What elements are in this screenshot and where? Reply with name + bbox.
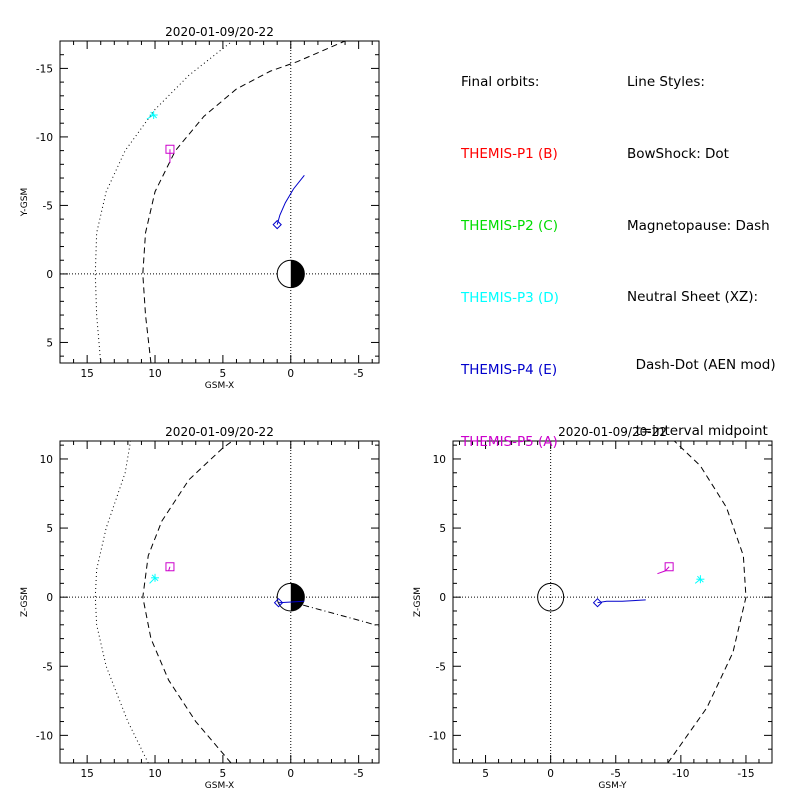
legend-final-orbits: Final orbits: THEMIS-P1 (B) THEMIS-P2 (C… [461,22,559,478]
themis-p4-diamond-marker [273,597,284,608]
earth-outline [537,582,565,612]
x-tick-label: 0 [547,768,554,780]
y-tick-label: -15 [36,63,53,75]
x-tick-label: 0 [287,768,294,780]
x-tick-label: 10 [148,768,161,780]
legend-orbit-p5: THEMIS-P5 (A) [461,434,558,450]
y-axis-label: Z-GSM [20,587,30,617]
x-tick-label: 10 [148,368,161,380]
plot-area [453,441,772,763]
plot-frame [59,440,380,764]
y-tick-label: 0 [439,592,446,604]
earth-night-side [290,260,305,288]
legend-orbit-p2: THEMIS-P2 (C) [461,218,558,234]
legend-style-bowshock: BowShock: Dot [627,146,729,162]
themis-p3-track [149,577,156,584]
themis-p4-track [276,174,305,225]
legend-orbits-title: Final orbits: [461,74,540,90]
bowshock-curve [94,41,233,363]
legend-orbit-p1: THEMIS-P1 (B) [461,146,558,162]
themis-p5-square-marker [664,562,674,572]
panel-yz: 5 0 -5 -10 -15 10 5 0 -5 -10 2020-01-09/20-22 GSM-Y… [413,425,773,791]
themis-p4-track [597,599,646,604]
y-axis-label: Y-GSM [20,188,30,217]
plot-area [60,441,379,763]
x-tick-label: -15 [737,768,754,780]
x-tick-label: 15 [80,768,93,780]
legend-styles-title: Line Styles: [627,74,705,90]
y-tick-label: 5 [439,523,446,535]
plot-area [60,41,379,363]
y-tick-label: 0 [46,269,53,281]
legend-style-neutral-sheet: Neutral Sheet (XZ): [627,289,759,305]
neutral-sheet-curve [290,600,379,627]
themis-p3-asterisk-marker [696,575,705,584]
y-tick-label: 0 [46,592,53,604]
plot-frame [452,440,773,764]
magnetopause-curve [667,441,747,763]
panel-title: 2020-01-09/20-22 [558,425,667,439]
y-tick-label: -10 [429,730,446,742]
y-tick-label: 5 [46,523,53,535]
asterisk-stroke [150,111,158,119]
panel-title: 2020-01-09/20-22 [165,425,274,439]
y-tick-label: -10 [36,730,53,742]
themis-p5-square-marker [165,562,175,572]
asterisk-stroke [697,575,704,583]
legend-orbit-p4: THEMIS-P4 (E) [461,362,558,378]
x-tick-label: -5 [611,768,621,780]
x-tick-label: 5 [220,368,227,380]
x-tick-label: 15 [80,368,93,380]
panel-xy: 15 10 5 0 -5 -15 -10 -5 0 5 2020-01-09/20-22 GSM-X Y… [20,25,380,391]
themis-p3-track [146,114,154,120]
legend-orbit-p3: THEMIS-P3 (D) [461,290,559,306]
themis-p3-track [694,578,701,584]
y-axis-label: Z-GSM [413,587,423,617]
x-tick-label: -5 [353,768,363,780]
y-tick-label: -5 [436,661,446,673]
y-tick-label: -5 [43,661,53,673]
y-tick-label: 5 [46,337,53,349]
themis-p3-asterisk-marker [151,573,160,582]
themis-p4-diamond-marker [592,597,603,608]
themis-p5-square-marker [165,144,175,154]
legend-style-magnetopause: Magnetopause: Dash [627,218,770,234]
plot-frame [59,40,380,364]
x-tick-label: -10 [672,768,689,780]
earth-night-side [290,583,305,611]
x-tick-label: 0 [287,368,294,380]
magnetopause-curve [142,441,233,763]
legend-style-midpoint: t=interval midpoint [627,423,768,439]
y-tick-label: 10 [40,454,53,466]
y-tick-label: -5 [43,200,53,212]
x-axis-label: GSM-X [205,381,234,391]
panel-xz: 15 10 5 0 -5 10 5 0 -5 -10 2020-01-09/20-22 GSM-X Z-… [20,425,380,791]
themis-p4-diamond-marker [272,219,282,230]
bowshock-curve [94,441,149,763]
x-tick-label: -5 [353,368,363,380]
themis-p5-track [657,566,670,575]
themis-p3-asterisk-marker [149,110,158,119]
legend-style-dashdot: Dash-Dot (AEN mod) [627,357,776,373]
legend-line-styles: Line Styles: BowShock: Dot Magnetopause:… [627,22,776,464]
x-tick-label: 5 [220,768,227,780]
magnetopause-curve [142,41,346,363]
y-tick-label: -10 [36,132,53,144]
x-axis-label: GSM-X [205,781,234,791]
y-tick-label: 10 [433,454,446,466]
asterisk-stroke [151,574,159,582]
panel-title: 2020-01-09/20-22 [165,25,274,39]
x-tick-label: 5 [482,768,489,780]
x-axis-label: GSM-Y [598,781,627,791]
themis-p5-track [168,566,171,572]
